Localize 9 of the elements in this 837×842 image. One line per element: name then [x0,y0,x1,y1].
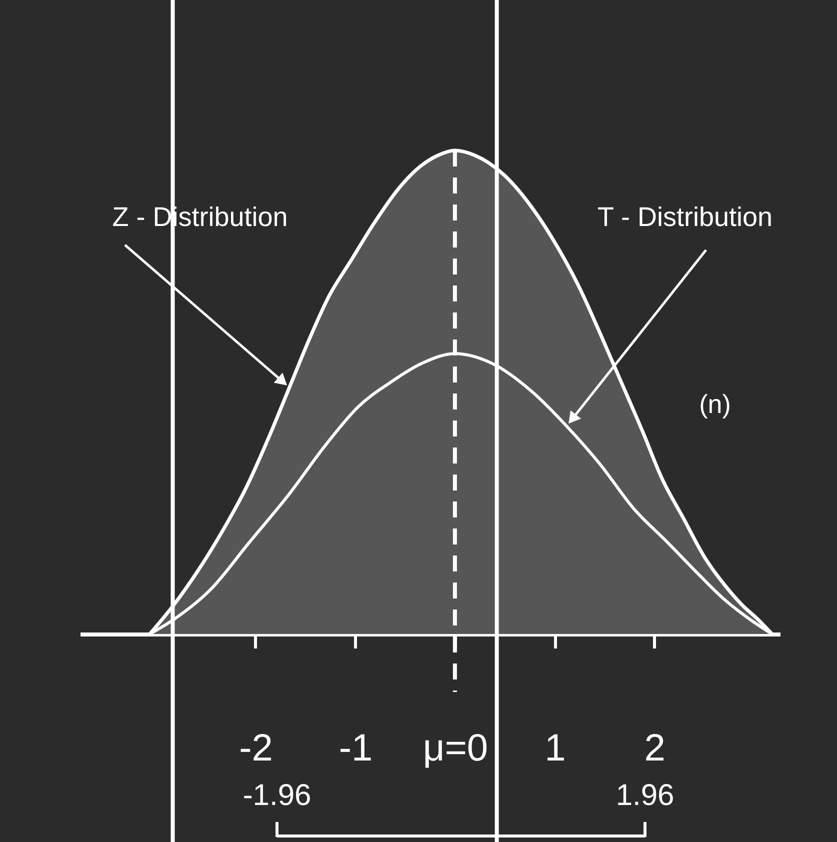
text: -1.96 [242,779,312,812]
text: 1.96 [616,779,674,812]
x-tick-label: -2 [239,728,273,770]
x-tick-label: 2 [644,728,666,770]
x-tick-label: -1 [338,728,373,770]
x-tick-label: μ=0 [422,728,488,770]
text: T - Distribution [597,202,773,232]
x-tick-label: 1 [544,728,566,770]
annotation: (n) [699,389,731,419]
